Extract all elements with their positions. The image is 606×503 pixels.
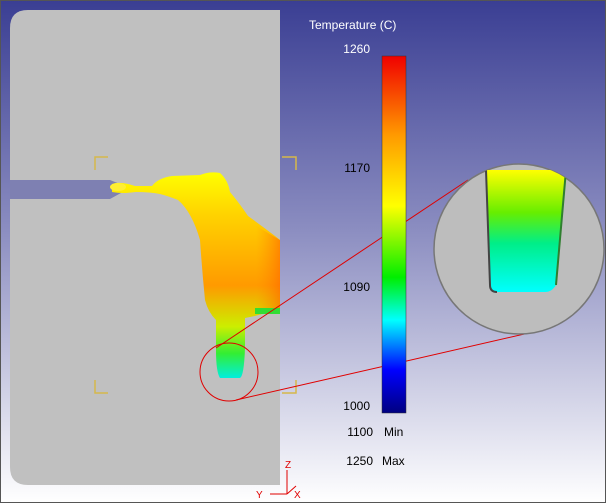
mold-body	[10, 10, 280, 485]
axis-z-label: Z	[285, 460, 291, 471]
axis-y-label: Y	[256, 490, 263, 501]
casting-hot-edge	[200, 190, 280, 318]
casting-green-ledge	[255, 308, 280, 314]
runner-channel	[10, 180, 130, 199]
legend-tick-min: 1000	[343, 399, 370, 413]
zoom-inset[interactable]	[433, 163, 605, 335]
axis-x-label: X	[294, 490, 301, 501]
inlet-bead	[110, 183, 126, 191]
axis-triad	[270, 470, 297, 495]
colorbar	[381, 55, 407, 414]
legend-tick-lower: 1090	[343, 280, 370, 294]
min-label: Min	[384, 425, 403, 439]
view-brackets	[94, 156, 297, 394]
min-value: 1100	[347, 425, 373, 439]
legend-tick-max: 1260	[343, 42, 370, 56]
legend-tick-upper: 1170	[344, 161, 370, 175]
max-label: Max	[382, 454, 405, 468]
legend-title: Temperature (C)	[309, 18, 396, 32]
max-value: 1250	[346, 454, 373, 468]
